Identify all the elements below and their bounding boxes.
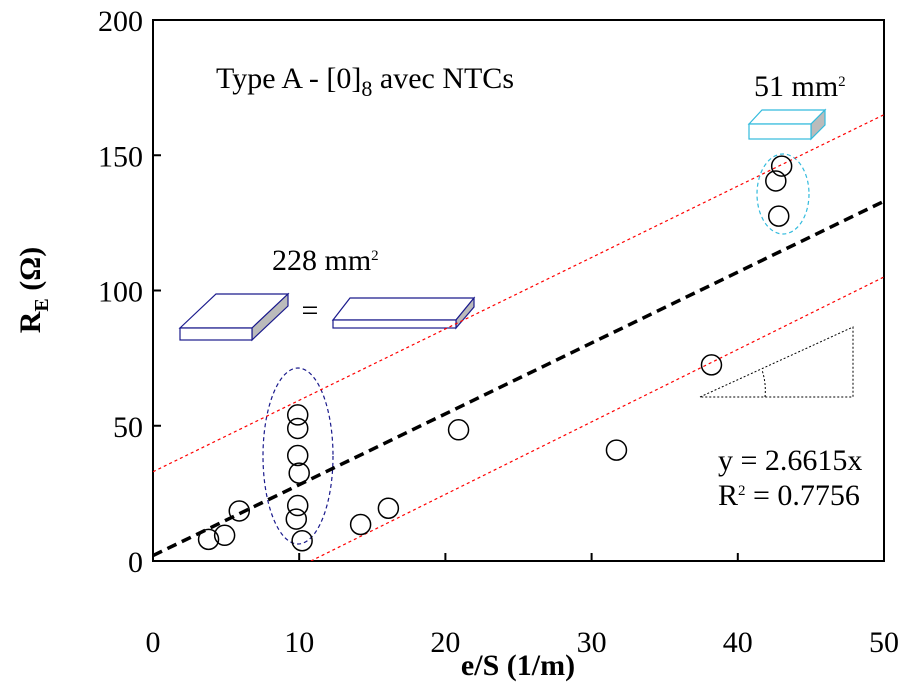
annotation: 228 mm2 — [272, 244, 379, 277]
y-tick-label: 0 — [128, 546, 143, 579]
data-point — [700, 354, 723, 376]
equation: y = 2.6615x — [718, 444, 862, 477]
annotation-text: 228 mm — [272, 244, 371, 277]
data-point — [213, 524, 236, 547]
data-point — [288, 462, 310, 484]
annotation-text: 51 mm — [754, 70, 838, 103]
r2-text: = 0.7756 — [746, 479, 860, 512]
data-point — [349, 513, 372, 536]
trend-line — [153, 199, 884, 558]
y-axis-label: RE (Ω) — [14, 247, 53, 334]
y-label-text: R — [14, 311, 47, 333]
trend-line — [310, 276, 884, 561]
data-point — [291, 529, 313, 552]
y-label-subscript: E — [31, 298, 53, 311]
r-squared: R2 = 0.7756 — [718, 479, 860, 512]
title-text: Type A - [0] — [216, 62, 361, 95]
specimen-long — [331, 296, 476, 330]
data-point — [197, 528, 220, 551]
y-tick-label: 50 — [113, 411, 143, 444]
trend-line — [153, 114, 884, 473]
data-point — [767, 205, 790, 227]
x-axis-label: e/S (1/m) — [461, 649, 575, 682]
annotation-superscript: 2 — [371, 248, 379, 264]
group-ellipse — [756, 153, 810, 235]
annotation-superscript: 2 — [838, 74, 846, 90]
data-point — [286, 444, 309, 467]
x-tick-label: 10 — [284, 626, 314, 659]
y-label-text: (Ω) — [14, 247, 47, 299]
specimen-small — [747, 108, 827, 141]
data-point — [377, 497, 400, 520]
slope-triangle — [699, 326, 854, 398]
data-point — [285, 508, 308, 530]
r2-superscript: 2 — [738, 483, 746, 499]
group-ellipse — [262, 367, 334, 545]
data-point — [770, 155, 793, 177]
x-tick-label: 0 — [146, 626, 161, 659]
chart-title: Type A - [0]8 avec NTCs — [216, 62, 514, 101]
y-tick-label: 100 — [98, 276, 143, 309]
plot-layer — [153, 114, 884, 561]
data-point — [286, 494, 309, 517]
specimen-large — [178, 292, 290, 342]
annotation: 51 mm2 — [754, 70, 846, 103]
y-tick-label: 200 — [98, 5, 143, 38]
data-point — [286, 417, 309, 440]
r2-text: R — [718, 479, 738, 512]
data-point — [605, 439, 628, 461]
x-tick-label: 20 — [430, 626, 460, 659]
equals-sign: = — [302, 294, 319, 327]
x-tick-label: 30 — [577, 626, 607, 659]
title-subscript: 8 — [361, 76, 372, 101]
data-point — [228, 500, 251, 522]
data-point — [765, 170, 787, 192]
y-tick-label: 150 — [98, 140, 143, 173]
data-point — [447, 419, 470, 441]
title-text: avec NTCs — [372, 62, 514, 95]
data-point — [286, 404, 309, 426]
x-tick-label: 50 — [869, 626, 899, 659]
x-tick-label: 40 — [723, 626, 753, 659]
